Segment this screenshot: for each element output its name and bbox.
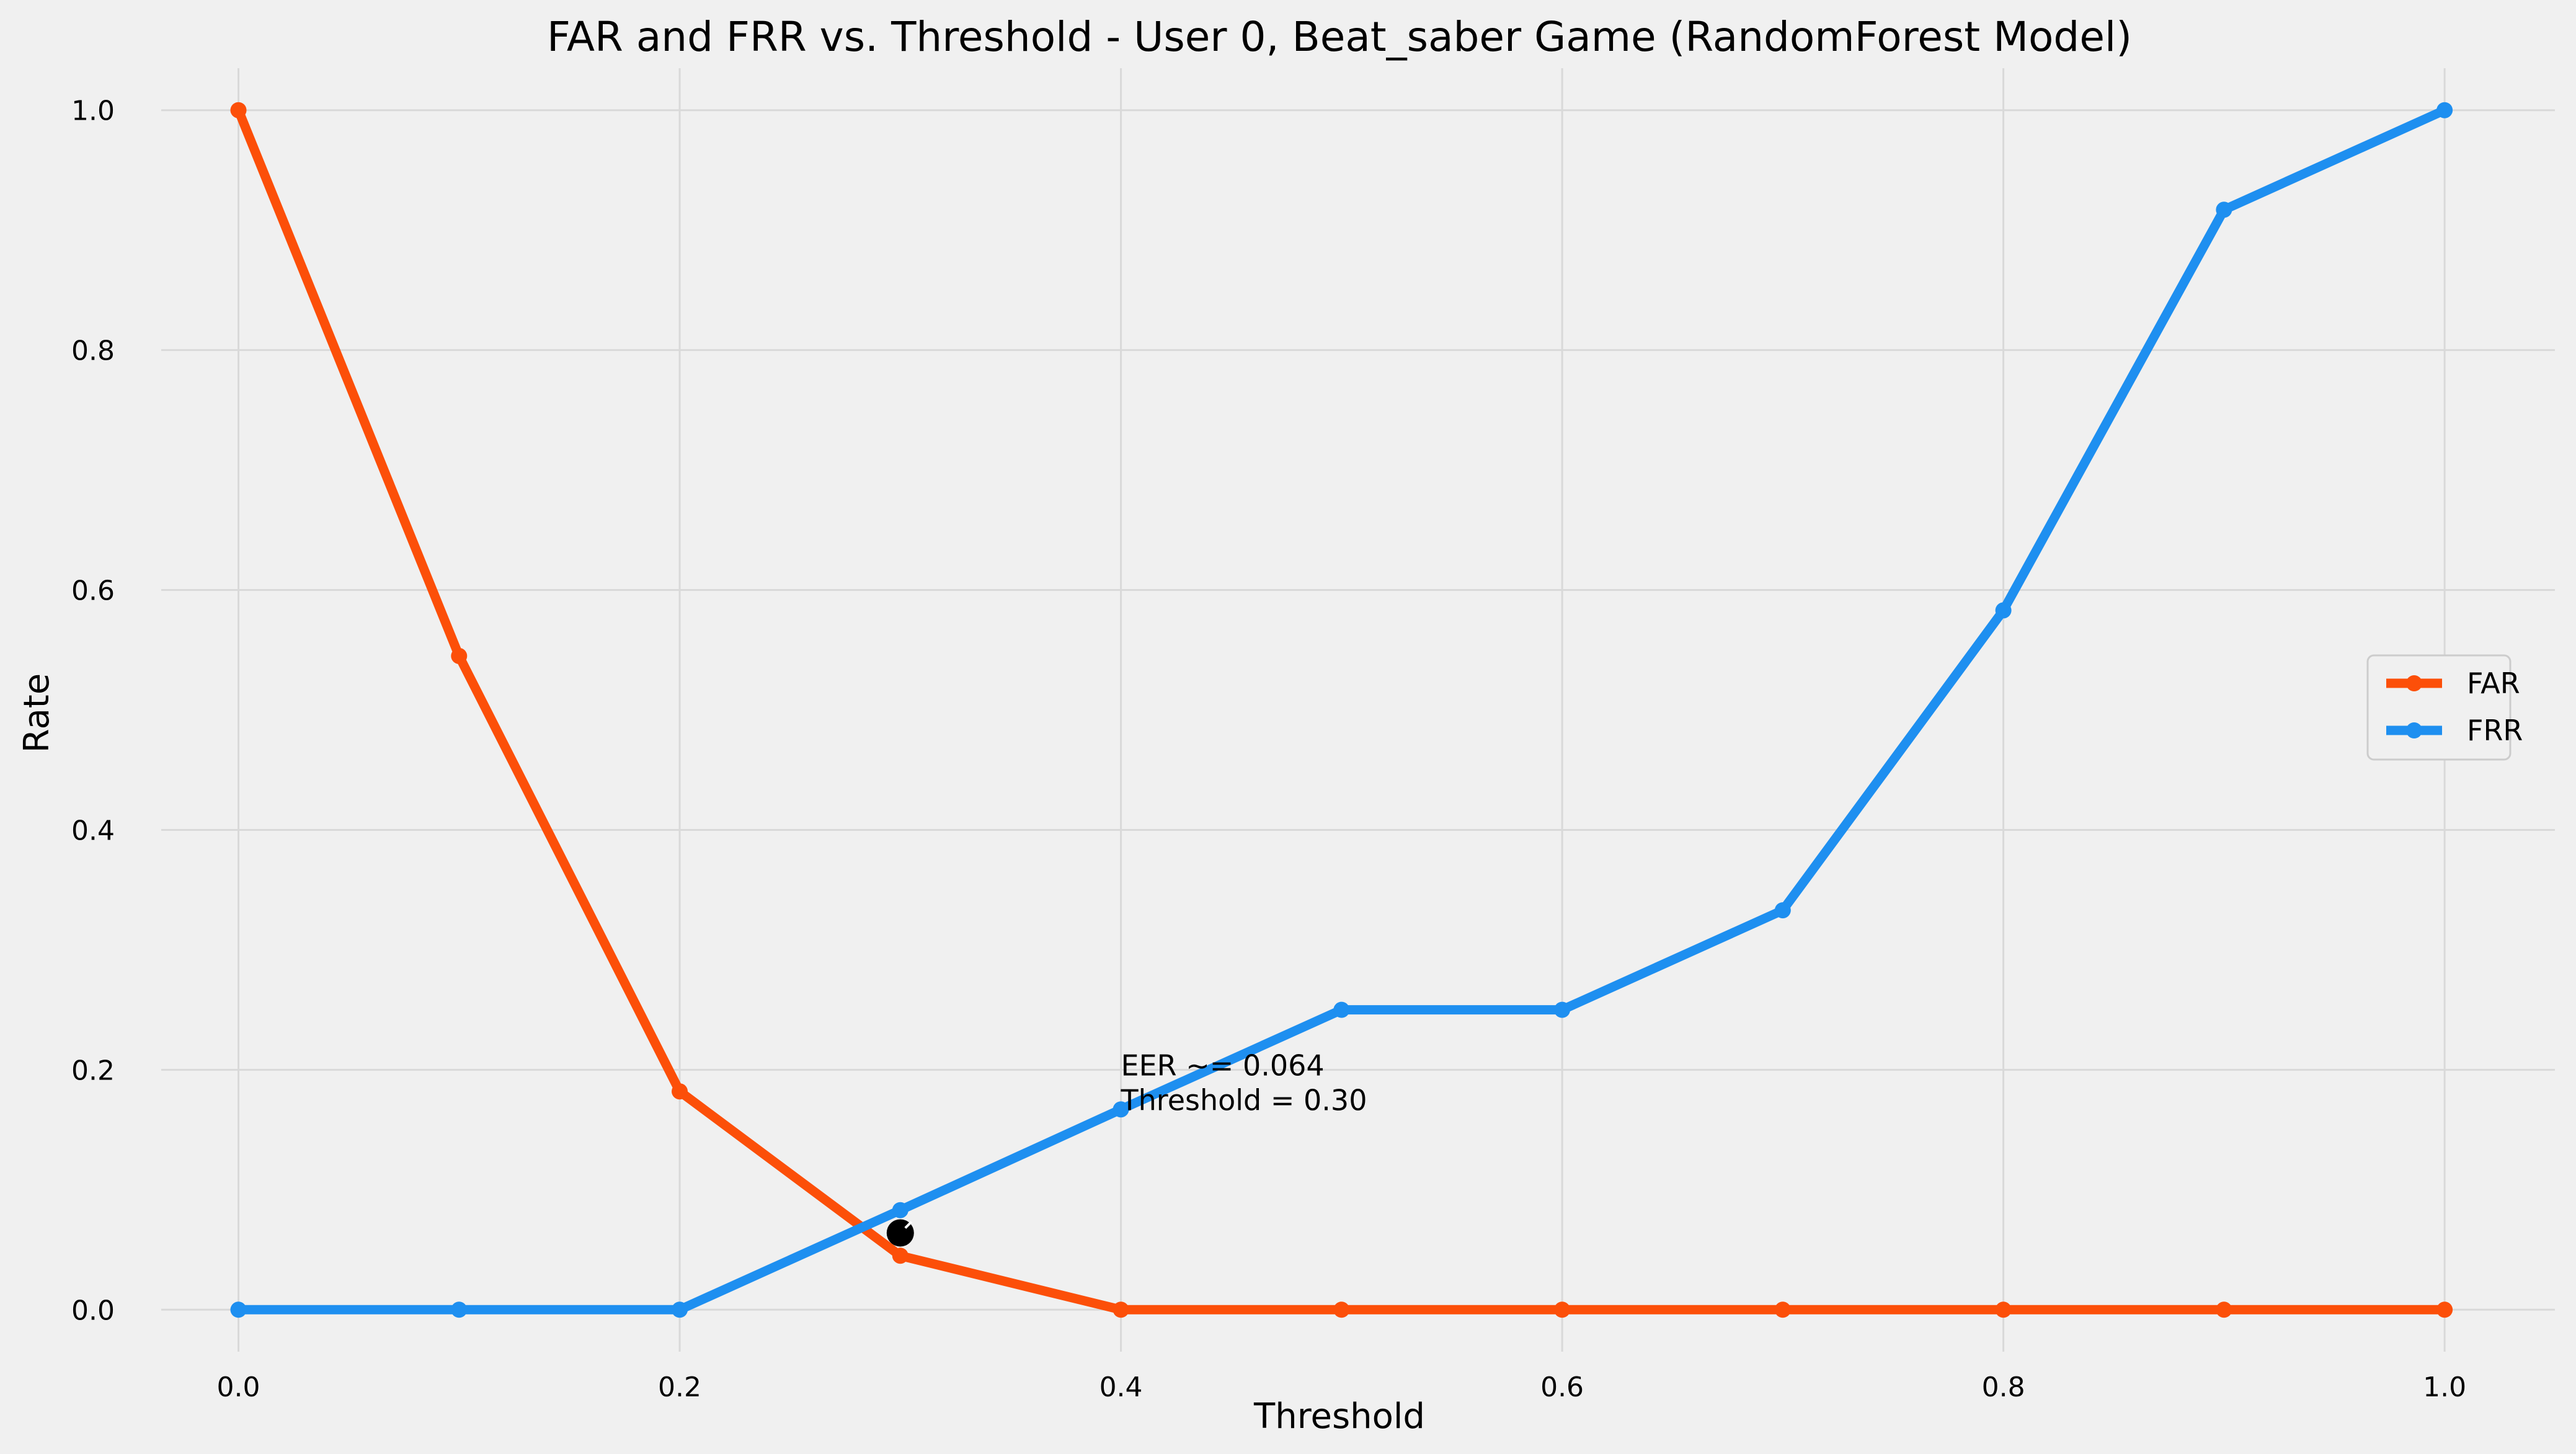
far-data-point — [2436, 1301, 2453, 1318]
frr-data-point — [1554, 1001, 1571, 1018]
legend: FAR FRR — [2366, 654, 2523, 761]
legend-frr-marker — [2406, 722, 2422, 738]
x-tick-label: 0.8 — [1982, 1372, 2025, 1403]
x-tick-label: 0.2 — [658, 1372, 701, 1403]
far-data-point — [451, 647, 468, 664]
x-axis-label: Threshold — [1253, 1396, 1425, 1437]
x-tick-label: 0.0 — [217, 1372, 260, 1403]
frr-data-point — [2216, 202, 2232, 218]
y-tick-label: 0.4 — [71, 815, 115, 846]
far-data-point — [672, 1083, 688, 1100]
legend-far-marker — [2406, 675, 2422, 691]
far-data-point — [1333, 1301, 1350, 1318]
frr-data-point — [892, 1202, 908, 1218]
far-data-point — [1995, 1301, 2012, 1318]
far-data-point — [1113, 1301, 1129, 1318]
chart-title: FAR and FRR vs. Threshold - User 0, Beat… — [547, 13, 2132, 61]
axis-ticks: 0.0 0.2 0.4 0.6 0.8 1.0 0.0 0.2 0.4 0.6 0.8 1.0 — [71, 95, 2466, 1403]
eer-pointer — [904, 1221, 913, 1229]
legend-far-label: FAR — [2467, 667, 2520, 700]
eer-annotation: EER ~= 0.064 Threshold = 0.30 — [1121, 1048, 1367, 1117]
x-tick-label: 1.0 — [2423, 1372, 2466, 1403]
y-tick-label: 0.8 — [71, 335, 115, 367]
legend-frr-label: FRR — [2467, 714, 2523, 747]
y-tick-label: 1.0 — [71, 95, 115, 127]
far-data-point — [892, 1248, 908, 1264]
far-data-point — [1554, 1301, 1571, 1318]
frr-data-point — [672, 1301, 688, 1318]
frr-data-point — [1333, 1001, 1350, 1018]
eer-marker — [886, 1219, 914, 1247]
series-lines — [230, 102, 2453, 1318]
far-data-point — [2216, 1301, 2232, 1318]
x-tick-label: 0.6 — [1540, 1372, 1584, 1403]
y-tick-label: 0.2 — [71, 1055, 115, 1086]
far-data-point — [1774, 1301, 1791, 1318]
frr-data-point — [1113, 1101, 1129, 1118]
y-tick-label: 0.0 — [71, 1295, 115, 1326]
frr-data-point — [1995, 602, 2012, 619]
eer-annotation-line1: EER ~= 0.064 — [1121, 1048, 1325, 1082]
frr-data-point — [2436, 102, 2453, 118]
y-tick-label: 0.6 — [71, 575, 115, 607]
frr-data-point — [451, 1301, 468, 1318]
x-tick-label: 0.4 — [1099, 1372, 1143, 1403]
far-data-point — [230, 102, 247, 118]
eer-annotation-line2: Threshold = 0.30 — [1121, 1083, 1367, 1117]
frr-data-point — [1774, 902, 1791, 919]
frr-data-point — [230, 1301, 247, 1318]
y-axis-label: Rate — [17, 673, 57, 753]
